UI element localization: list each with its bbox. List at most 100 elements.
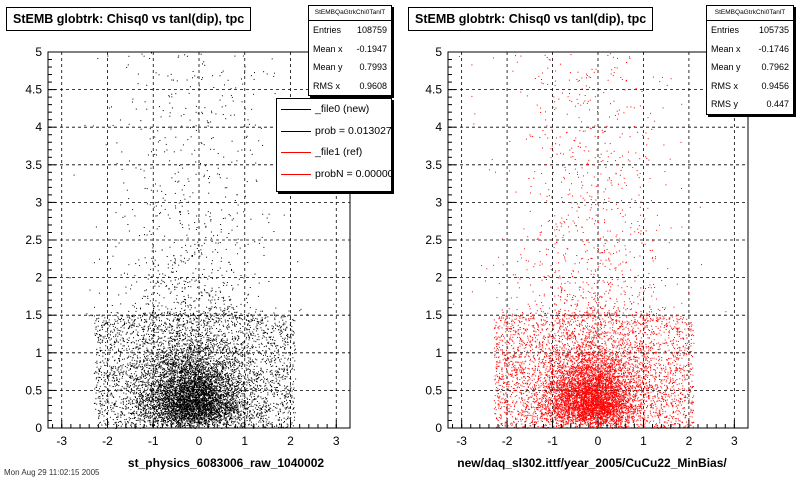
data-point	[229, 399, 231, 401]
data-point	[167, 412, 169, 414]
data-point	[240, 303, 242, 305]
data-point	[157, 354, 159, 356]
data-point	[147, 387, 149, 389]
data-point	[186, 391, 188, 393]
data-point	[134, 378, 136, 380]
data-point	[190, 403, 192, 404]
data-point	[193, 126, 195, 128]
data-point	[106, 361, 108, 363]
data-point	[207, 361, 209, 363]
data-point	[174, 420, 176, 422]
data-point	[190, 403, 192, 405]
data-point	[166, 362, 168, 364]
data-point	[210, 212, 211, 214]
data-point	[203, 405, 205, 407]
data-point	[255, 375, 257, 377]
data-point	[230, 373, 232, 375]
data-point	[174, 307, 176, 309]
data-point	[125, 408, 127, 410]
data-point	[182, 357, 184, 359]
data-point	[98, 413, 100, 415]
data-point	[176, 343, 178, 345]
data-point	[173, 423, 175, 425]
data-point	[125, 370, 127, 372]
data-point	[235, 410, 237, 411]
data-point	[227, 406, 229, 408]
data-point	[265, 350, 267, 352]
data-point	[108, 423, 110, 425]
data-point	[133, 320, 135, 322]
data-point	[101, 408, 103, 410]
data-point	[131, 352, 133, 354]
data-point	[194, 381, 196, 383]
data-point	[244, 378, 246, 379]
data-point	[271, 369, 273, 371]
data-point	[142, 366, 143, 367]
data-point	[130, 365, 132, 367]
data-point	[160, 387, 162, 389]
data-point	[121, 412, 123, 414]
data-point	[209, 391, 211, 393]
data-point	[193, 407, 195, 409]
data-point	[179, 394, 181, 395]
data-point	[249, 325, 251, 326]
data-point	[134, 215, 136, 217]
data-point	[184, 379, 186, 381]
data-point	[224, 364, 226, 366]
data-point	[111, 106, 112, 108]
data-point	[147, 278, 149, 280]
data-point	[153, 334, 155, 335]
data-point	[205, 358, 207, 360]
data-point	[250, 334, 252, 336]
data-point	[203, 393, 205, 395]
data-point	[149, 342, 151, 344]
data-point	[233, 308, 235, 310]
data-point	[120, 414, 122, 416]
data-point	[279, 361, 281, 363]
data-point	[120, 303, 122, 305]
data-point	[206, 336, 208, 338]
data-point	[203, 406, 205, 408]
data-point	[169, 115, 171, 117]
data-point	[253, 399, 255, 401]
data-point	[157, 340, 158, 342]
data-point	[171, 93, 173, 95]
data-point	[113, 336, 115, 338]
data-point	[290, 397, 292, 399]
data-point	[113, 411, 115, 413]
data-point	[115, 246, 117, 248]
data-point	[185, 361, 186, 363]
data-point	[173, 420, 174, 421]
data-point	[190, 136, 192, 138]
data-point	[102, 339, 104, 341]
data-point	[231, 330, 233, 332]
data-point	[153, 329, 155, 331]
data-point	[163, 387, 165, 389]
data-point	[196, 227, 198, 228]
data-point	[226, 270, 228, 272]
data-point	[268, 382, 270, 384]
data-point	[198, 292, 200, 294]
data-point	[217, 404, 219, 406]
data-point	[180, 115, 182, 117]
data-point	[217, 251, 219, 253]
data-point	[196, 394, 198, 396]
data-point	[191, 425, 193, 427]
data-point	[178, 320, 180, 322]
data-point	[115, 338, 117, 340]
data-point	[224, 407, 226, 409]
data-point	[155, 354, 157, 356]
data-point	[123, 398, 124, 400]
data-point	[259, 412, 261, 414]
data-point	[183, 410, 185, 412]
data-point	[237, 344, 239, 345]
data-point	[247, 401, 249, 403]
data-point	[187, 282, 189, 283]
data-point	[215, 395, 217, 397]
data-point	[151, 342, 153, 344]
data-point	[157, 415, 159, 417]
data-point	[238, 391, 240, 393]
data-point	[136, 398, 138, 400]
data-point	[187, 403, 189, 405]
data-point	[211, 318, 213, 320]
